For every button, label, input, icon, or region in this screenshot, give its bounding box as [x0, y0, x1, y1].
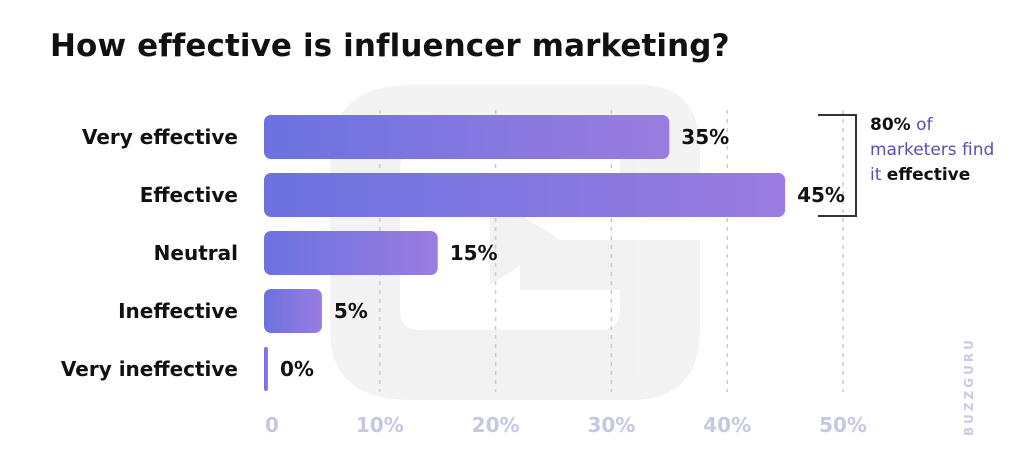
brand-watermark: BUZZGURU [962, 337, 976, 436]
bar [264, 173, 786, 217]
bar [264, 231, 438, 275]
annotation-note: 80% of marketers find it effective [870, 113, 1010, 188]
x-tick-label: 40% [703, 413, 751, 437]
annotation-text: of marketers find it [870, 115, 995, 185]
annotation-highlight-2: effective [886, 165, 971, 185]
bar [264, 289, 322, 333]
x-tick-label: 50% [819, 413, 867, 437]
category-label: Very effective [82, 125, 238, 149]
x-tick-label: 20% [472, 413, 520, 437]
data-label: 45% [797, 183, 845, 207]
data-label: 15% [450, 241, 498, 265]
annotation-bracket [818, 114, 857, 217]
data-label: 5% [334, 299, 368, 323]
category-label: Ineffective [118, 299, 238, 323]
category-label: Effective [140, 183, 238, 207]
annotation-highlight: 80% [870, 115, 911, 135]
x-tick-label: 10% [356, 413, 404, 437]
bar [264, 347, 268, 391]
category-label: Neutral [154, 241, 238, 265]
chart-title: How effective is influencer marketing? [50, 28, 730, 64]
x-axis-ticks: 0 10% 20% 30% 40% 50% [265, 413, 867, 437]
x-tick-label: 0 [265, 413, 279, 437]
bars: Very effective 35% Effective 45% Neutral 15% I… [61, 115, 845, 391]
data-label: 0% [280, 357, 314, 381]
x-tick-label: 30% [587, 413, 635, 437]
category-label: Very ineffective [61, 357, 238, 381]
data-label: 35% [681, 125, 729, 149]
bar [264, 115, 670, 159]
